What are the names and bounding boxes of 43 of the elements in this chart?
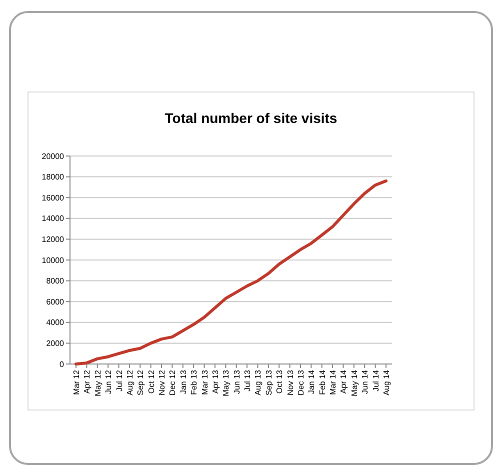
y-tick-label: 10000 xyxy=(42,256,65,265)
x-tick-label: Mar 14 xyxy=(328,369,338,395)
x-tick-label: Mar 13 xyxy=(200,369,210,395)
x-tick-label: Jul 12 xyxy=(114,369,124,392)
x-tick-label: Mar 12 xyxy=(72,369,81,395)
x-tick-label: Nov 12 xyxy=(158,369,167,396)
y-tick-label: 12000 xyxy=(42,235,65,244)
x-tick-label: Jun 12 xyxy=(104,369,114,394)
x-tick-label: Oct 13 xyxy=(275,369,284,394)
x-tick-label: Apr 13 xyxy=(210,369,220,394)
y-tick-label: 18000 xyxy=(42,172,65,182)
x-tick-label: May 13 xyxy=(222,369,231,396)
x-tick-label: Feb 14 xyxy=(318,369,327,395)
x-tick-label: May 12 xyxy=(93,369,102,396)
x-tick-label: Jul 13 xyxy=(243,369,252,392)
x-tick-label: Jan 13 xyxy=(178,369,188,394)
x-tick-label: Dec 13 xyxy=(296,369,306,396)
x-tick-label: Aug 12 xyxy=(125,369,134,396)
x-tick-label: Feb 13 xyxy=(190,369,199,395)
y-tick-label: 0 xyxy=(60,360,65,369)
y-tick-label: 6000 xyxy=(46,297,65,306)
x-tick-label: Dec 12 xyxy=(168,369,178,396)
x-tick-label: Oct 12 xyxy=(146,369,156,394)
x-tick-label: Jan 14 xyxy=(307,369,316,394)
y-tick-label: 20000 xyxy=(42,152,65,161)
x-tick-label: Sep 13 xyxy=(264,369,274,396)
line-series xyxy=(74,179,388,366)
x-tick-label: Apr 12 xyxy=(82,369,92,394)
x-tick-label: Jun 14 xyxy=(360,369,370,394)
x-tick-label: Aug 13 xyxy=(254,369,263,396)
x-tick-label: Sep 12 xyxy=(136,369,146,396)
y-tick-label: 16000 xyxy=(42,193,65,202)
y-tick-label: 14000 xyxy=(42,214,65,224)
y-tick-label: 8000 xyxy=(46,276,65,286)
chart-title: Total number of site visits xyxy=(164,110,338,126)
x-tick-label: Jul 14 xyxy=(371,369,380,392)
x-tick-label: Jun 13 xyxy=(232,369,242,394)
x-tick-label: Aug 14 xyxy=(382,369,391,396)
x-tick-label: May 14 xyxy=(350,369,359,396)
y-tick-label: 4000 xyxy=(46,318,65,328)
y-tick-label: 2000 xyxy=(46,339,65,348)
x-tick-label: Apr 14 xyxy=(339,369,348,394)
x-tick-label: Nov 13 xyxy=(286,369,295,396)
